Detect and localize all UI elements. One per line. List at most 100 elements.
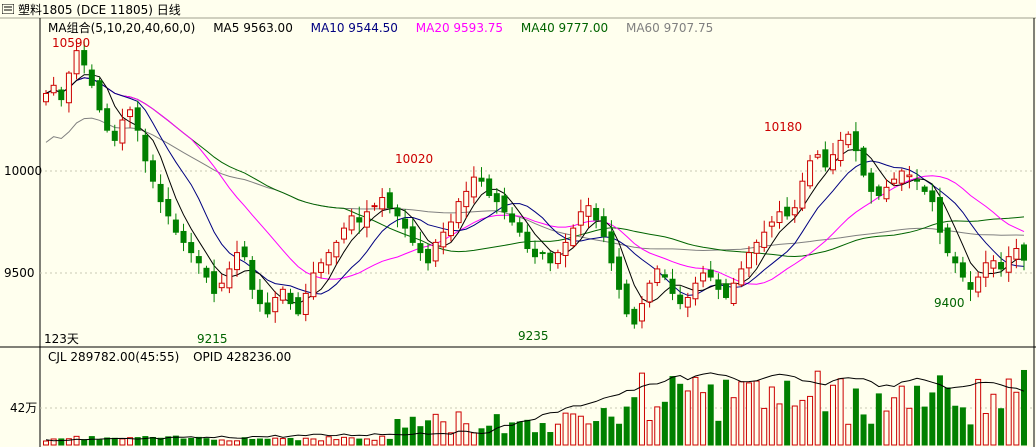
volume-bar[interactable]	[157, 437, 164, 446]
candle[interactable]	[700, 272, 707, 282]
volume-bar[interactable]	[402, 427, 409, 446]
volume-bar[interactable]	[661, 401, 668, 446]
candle[interactable]	[432, 241, 439, 262]
candle[interactable]	[608, 231, 615, 264]
volume-bar[interactable]	[715, 420, 722, 446]
volume-bar[interactable]	[149, 436, 156, 446]
candle[interactable]	[875, 186, 882, 196]
volume-bar[interactable]	[807, 395, 814, 446]
candle[interactable]	[684, 296, 691, 308]
candle[interactable]	[929, 190, 936, 203]
candle[interactable]	[791, 207, 798, 216]
volume-bar[interactable]	[386, 438, 393, 446]
candle[interactable]	[394, 207, 401, 217]
volume-bar[interactable]	[608, 416, 615, 446]
candle[interactable]	[585, 205, 592, 217]
volume-bar[interactable]	[799, 399, 806, 446]
volume-bar[interactable]	[279, 438, 286, 446]
candle[interactable]	[486, 178, 493, 196]
volume-bar[interactable]	[967, 424, 974, 446]
volume-bar[interactable]	[547, 432, 554, 446]
candle[interactable]	[371, 205, 378, 208]
volume-bar[interactable]	[363, 438, 370, 446]
volume-bar[interactable]	[302, 437, 309, 446]
candle[interactable]	[761, 231, 768, 248]
candle[interactable]	[234, 252, 241, 271]
volume-bar[interactable]	[509, 422, 516, 446]
candle[interactable]	[425, 248, 432, 264]
volume-bar[interactable]	[272, 437, 279, 446]
candle[interactable]	[616, 256, 623, 290]
volume-bar[interactable]	[883, 410, 890, 446]
volume-bar[interactable]	[554, 423, 561, 446]
candle[interactable]	[409, 226, 416, 243]
candle[interactable]	[203, 267, 210, 278]
volume-bar[interactable]	[65, 438, 72, 446]
candle[interactable]	[730, 282, 737, 305]
volume-bar[interactable]	[570, 413, 577, 446]
volume-bar[interactable]	[432, 413, 439, 446]
candle[interactable]	[310, 272, 317, 298]
volume-bar[interactable]	[486, 425, 493, 446]
volume-bar[interactable]	[638, 372, 645, 446]
candle[interactable]	[738, 268, 745, 286]
candle[interactable]	[883, 186, 890, 200]
candle[interactable]	[822, 149, 829, 168]
candle[interactable]	[638, 303, 645, 322]
candle[interactable]	[348, 215, 355, 231]
candle[interactable]	[669, 278, 676, 294]
candle[interactable]	[593, 207, 600, 221]
volume-bar[interactable]	[409, 416, 416, 446]
volume-bar[interactable]	[914, 385, 921, 446]
candle[interactable]	[990, 260, 997, 269]
volume-bar[interactable]	[959, 407, 966, 446]
candle[interactable]	[661, 274, 668, 278]
candle[interactable]	[302, 292, 309, 315]
volume-bar[interactable]	[791, 405, 798, 446]
volume-bar[interactable]	[898, 385, 905, 446]
volume-bar[interactable]	[463, 423, 470, 446]
candle[interactable]	[325, 252, 332, 266]
candle[interactable]	[539, 252, 546, 255]
candle[interactable]	[96, 80, 103, 111]
candle[interactable]	[906, 174, 913, 178]
volume-bar[interactable]	[88, 436, 95, 446]
candle[interactable]	[272, 296, 279, 313]
volume-bar[interactable]	[371, 439, 378, 446]
candle[interactable]	[65, 72, 72, 104]
candle[interactable]	[944, 227, 951, 254]
candle[interactable]	[81, 50, 88, 66]
volume-bar[interactable]	[539, 423, 546, 446]
candle[interactable]	[807, 160, 814, 187]
volume-bar[interactable]	[707, 384, 714, 446]
volume-bar[interactable]	[562, 412, 569, 446]
volume-bar[interactable]	[134, 437, 141, 446]
candle[interactable]	[654, 268, 661, 284]
candle[interactable]	[570, 227, 577, 247]
volume-bar[interactable]	[165, 436, 172, 446]
volume-bar[interactable]	[936, 375, 943, 446]
volume-bar[interactable]	[264, 438, 271, 446]
candle[interactable]	[333, 241, 340, 258]
candle[interactable]	[478, 177, 485, 182]
volume-bar[interactable]	[73, 435, 80, 446]
volume-bar[interactable]	[646, 420, 653, 446]
candle[interactable]	[1021, 244, 1027, 261]
candle[interactable]	[532, 248, 538, 258]
volume-bar[interactable]	[768, 386, 775, 446]
volume-bar[interactable]	[325, 436, 332, 446]
candle[interactable]	[707, 269, 714, 278]
volume-bar[interactable]	[127, 437, 134, 446]
volume-bar[interactable]	[669, 376, 676, 446]
volume-bar[interactable]	[616, 423, 623, 446]
volume-bar[interactable]	[356, 438, 363, 446]
candle[interactable]	[631, 308, 638, 325]
volume-bar[interactable]	[692, 376, 699, 446]
candle[interactable]	[776, 211, 783, 224]
candle[interactable]	[165, 198, 172, 217]
volume-bar[interactable]	[829, 384, 836, 446]
volume-bar[interactable]	[577, 415, 584, 446]
candle[interactable]	[677, 294, 684, 305]
volume-bar[interactable]	[195, 436, 202, 446]
candle[interactable]	[1005, 256, 1012, 273]
